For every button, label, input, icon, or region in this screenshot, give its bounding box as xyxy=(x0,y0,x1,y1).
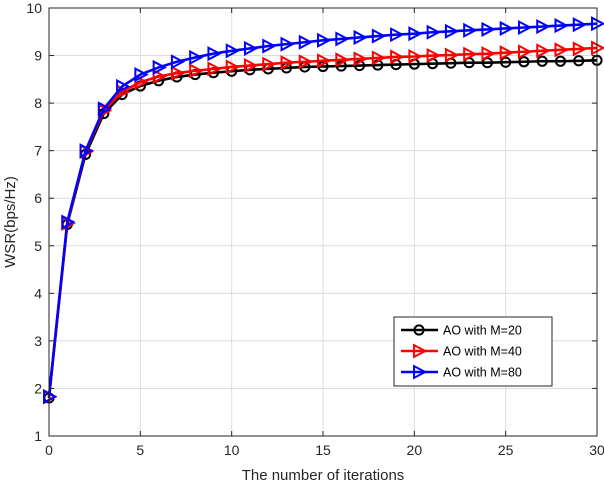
y-tick-label: 1 xyxy=(34,428,42,444)
data-point xyxy=(280,36,295,52)
legend-marker xyxy=(413,364,428,380)
data-point xyxy=(499,20,515,36)
series-line xyxy=(47,22,598,397)
x-tick-label: 25 xyxy=(498,442,514,458)
data-point xyxy=(97,101,113,117)
x-tick-label: 30 xyxy=(589,442,604,458)
data-point xyxy=(444,47,460,63)
y-tick-label: 7 xyxy=(34,143,42,159)
data-point xyxy=(444,23,460,39)
data-point xyxy=(426,24,441,40)
x-tick-label: 20 xyxy=(407,442,423,458)
data-point xyxy=(390,27,405,43)
data-point xyxy=(243,40,259,56)
legend-item: AO with M=80 xyxy=(401,364,522,380)
legend-item: AO with M=20 xyxy=(401,324,522,338)
x-tick-label: 15 xyxy=(315,442,331,458)
x-tick-label: 5 xyxy=(136,442,144,458)
data-point xyxy=(371,50,387,66)
series-line xyxy=(47,46,598,398)
data-point xyxy=(353,51,368,67)
data-point xyxy=(554,42,569,58)
axis-ticks: 0 5 10 15 20 25 30 1 2 3 4 5 6 7 8 9 10 xyxy=(26,0,604,458)
data-point xyxy=(134,67,149,83)
data-point xyxy=(463,46,478,62)
data-point xyxy=(317,32,332,48)
y-tick-label: 9 xyxy=(34,48,42,64)
data-point xyxy=(170,65,186,81)
data-point xyxy=(554,18,569,34)
data-point xyxy=(591,16,604,32)
data-point xyxy=(408,26,423,42)
data-point xyxy=(189,49,204,66)
data-point xyxy=(408,48,423,65)
data-point xyxy=(152,68,167,85)
y-tick-label: 3 xyxy=(34,333,42,349)
data-point xyxy=(481,57,493,69)
data-point xyxy=(500,56,512,68)
x-tick-label: 10 xyxy=(224,442,240,458)
y-tick-label: 6 xyxy=(34,190,42,206)
data-point xyxy=(517,19,533,36)
data-point xyxy=(298,34,314,50)
data-point xyxy=(481,21,496,37)
series-group xyxy=(43,16,604,405)
y-tick-label: 4 xyxy=(34,285,42,301)
data-point xyxy=(225,59,241,75)
legend-marker xyxy=(413,343,428,359)
data-point xyxy=(335,52,350,68)
data-point xyxy=(573,55,585,67)
data-point xyxy=(61,214,76,230)
data-point xyxy=(225,43,241,59)
data-point xyxy=(353,29,368,46)
data-point xyxy=(298,54,314,70)
data-point xyxy=(317,53,332,69)
legend-label: AO with M=20 xyxy=(443,324,522,338)
data-point xyxy=(371,28,387,44)
data-point xyxy=(499,45,515,61)
data-point xyxy=(481,46,496,62)
data-point xyxy=(554,55,567,67)
series-group xyxy=(43,40,604,405)
y-tick-label: 5 xyxy=(34,238,42,254)
data-point xyxy=(243,57,259,74)
data-point xyxy=(536,55,548,67)
legend-label: AO with M=80 xyxy=(443,366,522,380)
legend-label: AO with M=40 xyxy=(443,345,522,359)
data-point xyxy=(170,54,186,70)
data-point xyxy=(536,43,551,59)
legend-item: AO with M=40 xyxy=(401,343,522,359)
data-point xyxy=(426,48,441,64)
data-point xyxy=(518,56,530,68)
y-axis-title: WSR(bps/Hz) xyxy=(2,176,19,268)
data-point xyxy=(189,63,204,79)
data-point xyxy=(207,61,222,77)
x-tick-label: 0 xyxy=(45,442,53,458)
data-point xyxy=(134,74,149,90)
data-point xyxy=(463,22,478,38)
data-point xyxy=(79,143,94,159)
data-point xyxy=(207,46,222,62)
legend: AO with M=20 AO with M=40 AO with M=80 xyxy=(393,316,553,387)
data-point xyxy=(280,55,295,71)
data-point xyxy=(43,388,58,405)
data-point xyxy=(591,40,604,56)
data-point xyxy=(262,56,277,72)
series-layer xyxy=(43,16,604,405)
data-point xyxy=(116,78,131,95)
data-point xyxy=(335,31,350,47)
y-tick-label: 2 xyxy=(34,380,42,396)
data-point xyxy=(390,49,405,65)
data-point xyxy=(517,44,533,60)
data-point xyxy=(572,17,588,33)
y-tick-label: 10 xyxy=(26,0,42,16)
data-point xyxy=(572,41,588,57)
x-axis-title: The number of iterations xyxy=(242,467,405,484)
data-point xyxy=(536,18,551,35)
data-point xyxy=(152,59,167,75)
y-tick-label: 8 xyxy=(34,95,42,111)
legend-marker xyxy=(413,324,425,336)
data-point xyxy=(262,38,277,54)
